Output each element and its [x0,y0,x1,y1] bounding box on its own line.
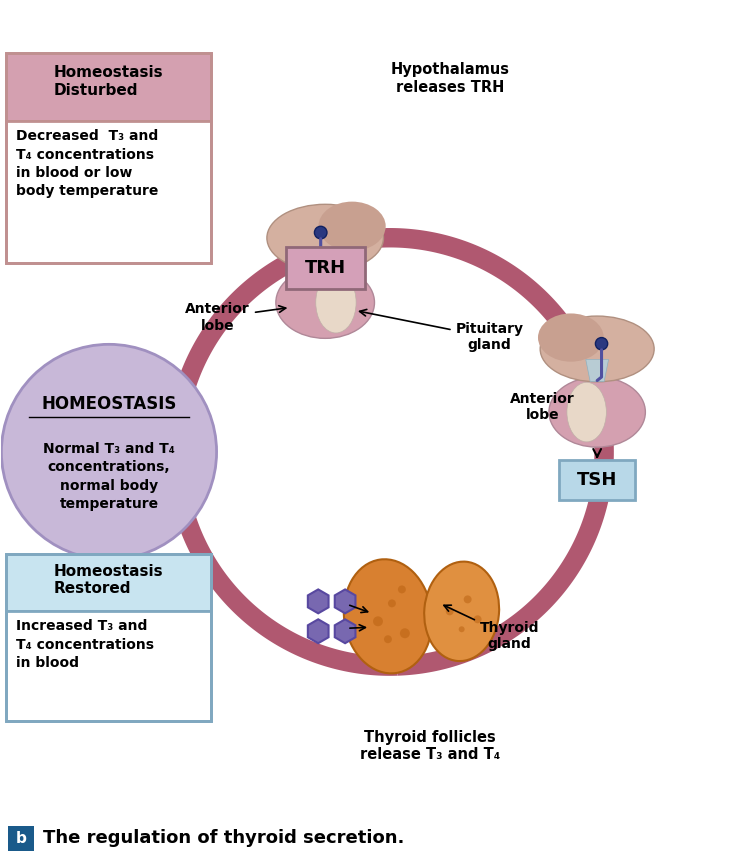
Ellipse shape [315,272,356,333]
Ellipse shape [538,314,603,362]
FancyBboxPatch shape [7,54,211,121]
Circle shape [384,636,392,643]
Text: The regulation of thyroid secretion.: The regulation of thyroid secretion. [43,830,405,847]
Text: Homeostasis
Restored: Homeostasis Restored [54,564,163,596]
Polygon shape [335,590,356,613]
FancyBboxPatch shape [7,611,211,721]
Ellipse shape [414,595,436,624]
Circle shape [315,226,327,238]
Text: Decreased  T₃ and
T₄ concentrations
in blood or low
body temperature: Decreased T₃ and T₄ concentrations in bl… [16,129,158,199]
Ellipse shape [424,562,499,661]
FancyBboxPatch shape [286,247,365,289]
Circle shape [474,616,481,623]
Text: TRH: TRH [304,258,346,277]
Circle shape [400,629,410,638]
Circle shape [373,616,383,626]
Circle shape [458,626,465,632]
Ellipse shape [540,316,654,381]
Text: Anterior
lobe: Anterior lobe [510,392,574,422]
Ellipse shape [276,267,374,338]
Text: Normal T₃ and T₄
concentrations,
normal body
temperature: Normal T₃ and T₄ concentrations, normal … [43,442,175,512]
Text: Pituitary
gland: Pituitary gland [359,310,524,353]
Text: Anterior
lobe: Anterior lobe [185,303,286,333]
Text: Thyroid
gland: Thyroid gland [444,605,539,651]
Ellipse shape [318,202,385,251]
Circle shape [446,608,454,616]
Polygon shape [308,590,329,613]
FancyBboxPatch shape [7,121,211,263]
Text: HOMEOSTASIS: HOMEOSTASIS [42,395,176,413]
Polygon shape [335,619,356,643]
Text: Thyroid follicles
release T₃ and T₄: Thyroid follicles release T₃ and T₄ [359,730,500,762]
Ellipse shape [344,559,432,674]
Text: b: b [16,831,27,846]
FancyBboxPatch shape [559,460,635,499]
Ellipse shape [567,382,606,442]
Polygon shape [586,360,609,381]
Text: Hypothalamus
releases TRH: Hypothalamus releases TRH [390,62,509,95]
FancyBboxPatch shape [8,825,34,851]
FancyBboxPatch shape [7,553,211,611]
Text: Increased T₃ and
T₄ concentrations
in blood: Increased T₃ and T₄ concentrations in bl… [16,619,154,670]
Polygon shape [313,249,337,271]
Ellipse shape [267,205,383,271]
Circle shape [388,599,396,608]
Circle shape [464,596,472,603]
Text: Homeostasis
Disturbed: Homeostasis Disturbed [54,65,163,98]
Text: TSH: TSH [577,471,618,489]
Circle shape [398,585,406,593]
Ellipse shape [549,377,645,447]
Circle shape [595,337,608,349]
Polygon shape [308,619,329,643]
Circle shape [1,344,217,559]
